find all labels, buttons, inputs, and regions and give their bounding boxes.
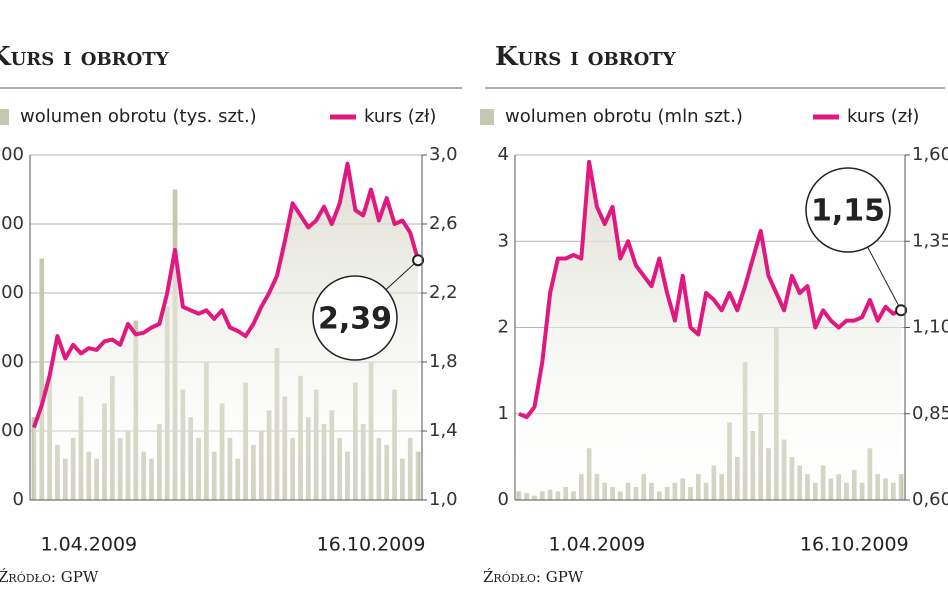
volume-bar: [39, 258, 45, 500]
x-tick-label: 1.04.2009: [40, 534, 137, 556]
y2-tick-label: 1,10: [912, 317, 948, 338]
annotation-bubble: [312, 275, 398, 361]
source: Źródło: GPW: [483, 568, 584, 586]
y-tick-label: 0: [13, 489, 24, 510]
y-tick-label: 200: [0, 351, 24, 372]
legend-label: kurs (zł): [364, 106, 436, 127]
kurs-area: [518, 161, 902, 500]
y-tick-label: 4: [498, 144, 509, 165]
y-tick-label: 300: [0, 282, 24, 303]
last-point: [895, 304, 908, 317]
annotation: 2,39: [318, 302, 392, 337]
y-tick-label: 400: [0, 213, 24, 234]
legend-label: wolumen obrotu (mln szt.): [505, 106, 743, 127]
y-tick-label: 500: [0, 144, 24, 165]
y-tick-label: 2: [498, 317, 509, 338]
legend-label: kurs (zł): [847, 106, 919, 127]
y2-tick-label: 1,0: [429, 489, 458, 510]
y2-tick-label: 0,85: [912, 403, 948, 424]
y-tick-label: 100: [0, 420, 24, 441]
chart-title: Kurs i obroty: [0, 42, 170, 72]
y-tick-label: 0: [498, 489, 509, 510]
y2-tick-label: 1,8: [429, 351, 458, 372]
last-point: [412, 254, 425, 267]
y2-tick-label: 1,4: [429, 420, 458, 441]
y-tick-label: 1: [498, 403, 509, 424]
y-tick-label: 3: [498, 230, 509, 251]
kurs-area: [33, 163, 419, 500]
kurs-line: [518, 159, 902, 420]
x-tick-label: 1.04.2009: [549, 534, 646, 556]
y2-tick-label: 2,6: [429, 213, 458, 234]
legend-label: wolumen obrotu (tys. szt.): [20, 106, 257, 127]
x-tick-label: 16.10.2009: [800, 534, 909, 556]
y2-tick-label: 3,0: [429, 144, 458, 165]
legend-swatch: [480, 109, 494, 125]
y2-tick-label: 1,35: [912, 230, 948, 251]
x-tick-label: 16.10.2009: [317, 534, 426, 556]
source: Źródło: GPW: [0, 568, 99, 586]
y2-tick-label: 2,2: [429, 282, 458, 303]
y2-tick-label: 0,60: [912, 489, 948, 510]
kurs-line: [32, 161, 421, 429]
y2-tick-label: 1,60: [912, 144, 948, 165]
legend-swatch: [0, 109, 9, 125]
annotation-bubble: [805, 167, 891, 253]
annotation: 1,15: [811, 194, 885, 229]
chart-title: Kurs i obroty: [495, 42, 677, 72]
